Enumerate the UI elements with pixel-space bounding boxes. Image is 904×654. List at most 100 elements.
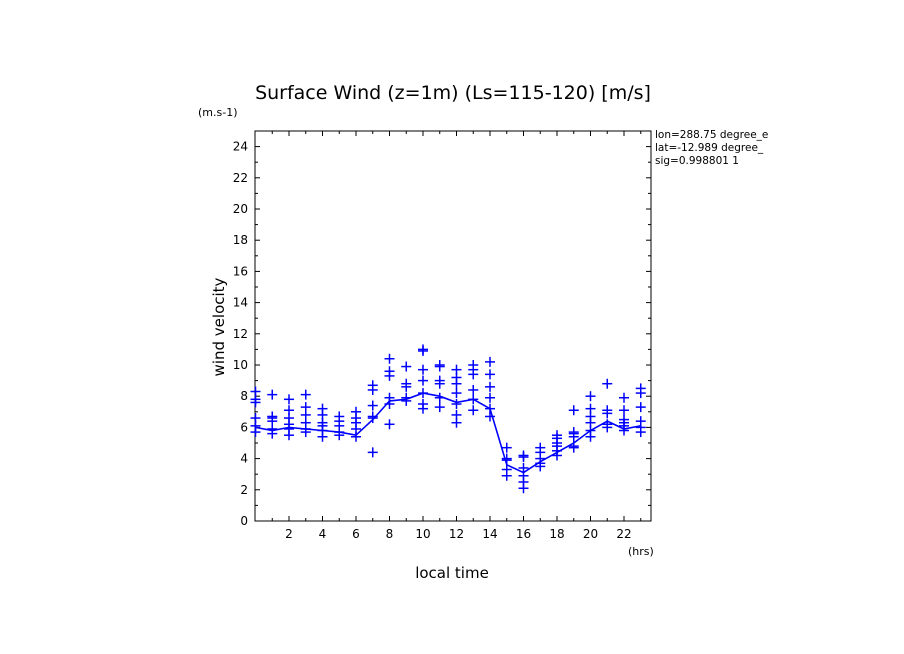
plus-marker	[585, 403, 596, 414]
plot-frame	[254, 130, 652, 522]
plus-marker	[434, 392, 445, 403]
plus-marker	[518, 450, 529, 461]
plus-marker	[602, 378, 613, 389]
plus-marker	[468, 384, 479, 395]
plus-marker	[619, 405, 629, 416]
plus-marker	[384, 353, 395, 364]
plus-marker	[619, 414, 629, 425]
plus-marker	[485, 403, 495, 414]
plus-marker	[635, 402, 646, 413]
y-tick-label: 0	[240, 514, 248, 528]
x-tick-label: 8	[386, 527, 394, 541]
plus-marker	[434, 360, 445, 370]
y-axis-label: wind velocity	[210, 277, 228, 376]
plus-marker	[434, 375, 445, 386]
plus-marker	[468, 405, 479, 416]
plus-marker	[250, 386, 261, 397]
plus-marker	[468, 394, 479, 405]
plus-marker	[284, 405, 294, 416]
plus-marker	[267, 389, 278, 400]
chart-title: Surface Wind (z=1m) (Ls=115-120) [m/s]	[255, 82, 651, 104]
x-tick-label: 18	[549, 527, 564, 541]
plus-marker	[451, 388, 462, 399]
y-tick-label: 16	[233, 264, 248, 278]
plus-marker	[552, 430, 562, 441]
y-tick-label: 2	[240, 483, 248, 497]
plus-marker	[317, 403, 328, 414]
plus-marker	[485, 392, 495, 403]
plus-marker	[384, 392, 395, 403]
y-tick-label: 24	[233, 140, 248, 154]
y-tick-label: 4	[240, 452, 248, 466]
plus-marker	[635, 416, 646, 427]
plus-marker	[585, 391, 596, 402]
plus-marker	[451, 364, 462, 375]
y-axis-unit: (m.s-1)	[198, 106, 238, 119]
x-tick-label: 14	[482, 527, 497, 541]
data-series	[250, 344, 646, 494]
y-tick-label: 20	[233, 202, 248, 216]
plus-marker	[501, 453, 512, 464]
x-tick-label: 20	[583, 527, 598, 541]
plus-marker	[501, 442, 512, 453]
plus-marker	[635, 383, 646, 394]
plus-marker	[568, 427, 579, 438]
plus-marker	[351, 406, 361, 417]
plus-marker	[367, 411, 378, 422]
x-axis-unit: (hrs)	[628, 545, 654, 558]
plus-marker	[284, 394, 294, 405]
x-tick-label: 12	[449, 527, 464, 541]
plus-marker	[451, 399, 462, 409]
y-tick-label: 8	[240, 389, 248, 403]
plus-marker	[300, 389, 311, 400]
plus-marker	[485, 356, 495, 367]
x-tick-label: 22	[616, 527, 631, 541]
plus-marker	[418, 388, 428, 399]
plus-marker	[518, 462, 529, 473]
x-tick-label: 16	[516, 527, 531, 541]
plus-marker	[334, 411, 345, 422]
y-tick-label: 10	[233, 358, 248, 372]
plus-marker	[568, 405, 579, 416]
plus-marker	[485, 381, 495, 392]
plus-marker	[619, 392, 629, 403]
y-tick-label: 18	[233, 233, 248, 247]
y-tick-label: 6	[240, 420, 248, 434]
plus-marker	[485, 369, 495, 380]
plus-marker	[568, 441, 579, 452]
info-lon: lon=288.75 degree_e	[655, 129, 768, 141]
plus-marker	[367, 400, 378, 411]
info-lat: lat=-12.989 degree_	[655, 142, 764, 154]
plus-marker	[267, 411, 278, 422]
plus-marker	[250, 413, 261, 424]
plus-marker	[367, 380, 378, 391]
info-sig: sig=0.998801 1	[655, 155, 739, 167]
x-tick-label: 6	[352, 527, 360, 541]
plus-marker	[418, 344, 428, 355]
plus-marker	[434, 402, 445, 413]
plus-marker	[468, 360, 479, 370]
plus-marker	[384, 419, 395, 430]
plus-marker	[401, 392, 412, 403]
plus-marker	[367, 447, 378, 458]
plus-marker	[300, 402, 311, 413]
plus-marker	[418, 364, 428, 375]
plus-marker	[451, 409, 462, 420]
plus-marker	[602, 419, 613, 430]
plus-marker	[418, 399, 428, 409]
y-tick-label: 14	[233, 296, 248, 310]
x-tick-label: 2	[285, 527, 293, 541]
plus-marker	[501, 464, 512, 475]
x-tick-label: 10	[415, 527, 430, 541]
y-tick-label: 22	[233, 171, 248, 185]
plus-marker	[602, 405, 613, 416]
plus-marker	[418, 375, 428, 386]
y-tick-label: 12	[233, 327, 248, 341]
x-axis-label: local time	[415, 564, 489, 582]
mean-wind-line	[255, 392, 641, 474]
plus-marker	[384, 366, 395, 377]
plus-marker	[401, 361, 412, 372]
